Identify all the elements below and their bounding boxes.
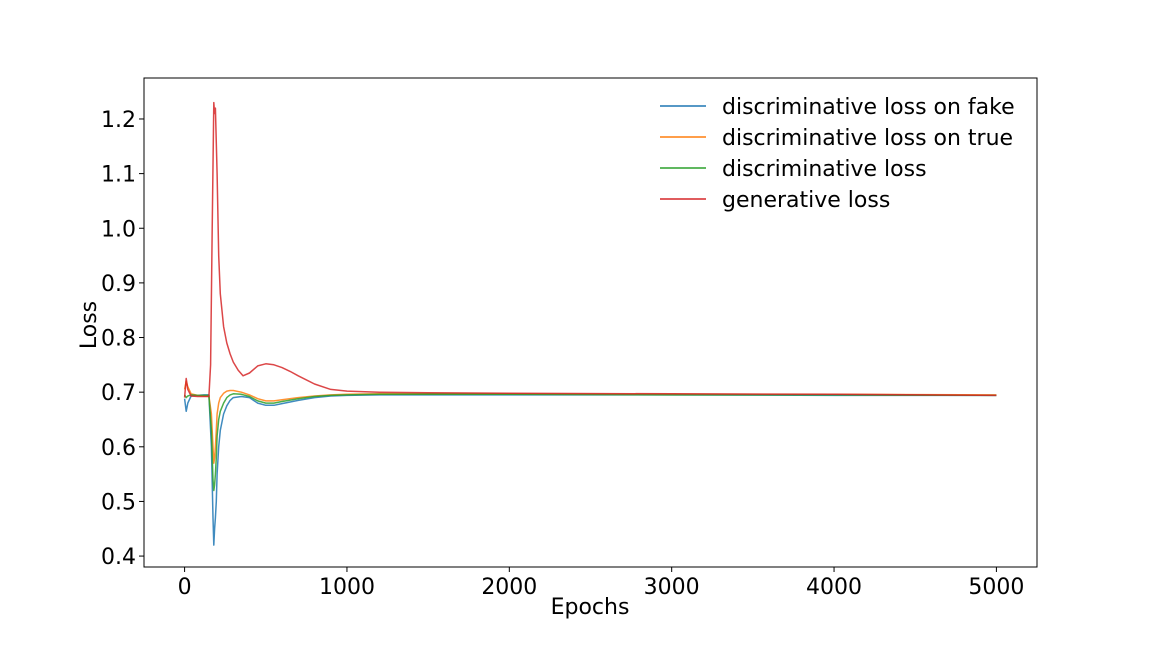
x-tick-label: 1000 <box>319 575 375 600</box>
series-line-generative-loss <box>183 101 997 398</box>
y-tick-label: 0.8 <box>101 327 136 352</box>
y-tick-label: 0.9 <box>101 272 136 297</box>
plot-frame <box>143 77 1038 568</box>
x-axis-label: Epochs <box>551 595 630 620</box>
y-axis-label: Loss <box>77 301 102 349</box>
x-axis-ticks: 0 1000 2000 3000 4000 5000 <box>178 567 1024 600</box>
x-tick-label: 0 <box>178 575 192 600</box>
plot-area <box>143 77 1038 568</box>
y-tick-label: 0.7 <box>101 381 136 406</box>
x-tick-label: 2000 <box>481 575 537 600</box>
legend-label: generative loss <box>722 188 890 213</box>
y-tick-label: 1.2 <box>101 108 136 133</box>
y-tick-label: 1.1 <box>101 163 136 188</box>
x-tick-label: 3000 <box>644 575 700 600</box>
x-tick-label: 5000 <box>968 575 1024 600</box>
legend-label: discriminative loss on true <box>722 126 1013 151</box>
legend-label: discriminative loss on fake <box>722 95 1015 120</box>
series-line-discriminative-loss <box>183 393 997 492</box>
legend: discriminative loss on fake discriminativ… <box>660 95 1015 213</box>
y-tick-label: 1.0 <box>101 217 136 242</box>
y-tick-label: 0.5 <box>101 490 136 515</box>
y-tick-label: 0.4 <box>101 545 136 570</box>
x-tick-label: 4000 <box>806 575 862 600</box>
series-group <box>183 101 997 546</box>
y-tick-label: 0.6 <box>101 436 136 461</box>
y-axis-ticks: 0.4 0.5 0.6 0.7 0.8 0.9 1.0 1.1 1.2 <box>101 108 144 570</box>
legend-label: discriminative loss <box>722 157 927 182</box>
